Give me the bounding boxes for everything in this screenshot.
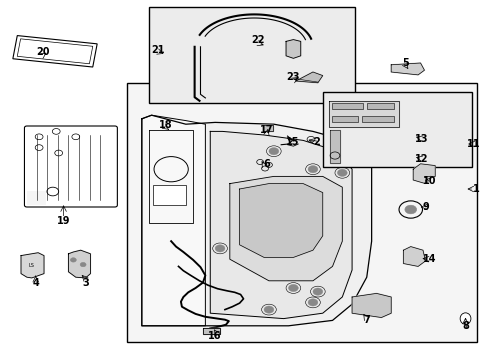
FancyBboxPatch shape bbox=[24, 126, 117, 207]
Text: 17: 17 bbox=[260, 125, 273, 135]
Bar bbox=[361, 116, 393, 122]
Polygon shape bbox=[142, 115, 371, 326]
Circle shape bbox=[215, 245, 224, 252]
Circle shape bbox=[312, 288, 322, 295]
Circle shape bbox=[80, 262, 86, 267]
Text: 13: 13 bbox=[414, 134, 427, 144]
Bar bbox=[13, 36, 97, 67]
Polygon shape bbox=[329, 130, 339, 163]
Text: 6: 6 bbox=[263, 159, 269, 169]
Bar bbox=[331, 103, 363, 109]
Polygon shape bbox=[229, 176, 342, 281]
Text: 22: 22 bbox=[250, 35, 264, 45]
Ellipse shape bbox=[459, 313, 470, 324]
Polygon shape bbox=[295, 72, 322, 83]
Text: 5: 5 bbox=[402, 58, 408, 68]
Bar bbox=[331, 116, 358, 122]
Bar bbox=[127, 83, 476, 342]
Polygon shape bbox=[390, 63, 424, 75]
Text: 20: 20 bbox=[36, 47, 50, 57]
Text: 1: 1 bbox=[472, 184, 479, 194]
Text: 19: 19 bbox=[57, 216, 70, 226]
Bar bbox=[27, 191, 46, 205]
Bar bbox=[152, 185, 185, 205]
Polygon shape bbox=[328, 101, 398, 127]
Text: 8: 8 bbox=[462, 321, 468, 331]
Polygon shape bbox=[412, 164, 434, 184]
Polygon shape bbox=[68, 250, 90, 278]
Circle shape bbox=[264, 306, 273, 313]
Polygon shape bbox=[210, 131, 351, 319]
Circle shape bbox=[307, 299, 317, 306]
Text: 14: 14 bbox=[422, 254, 435, 264]
Text: 23: 23 bbox=[286, 72, 300, 82]
Circle shape bbox=[307, 166, 317, 173]
Circle shape bbox=[70, 258, 76, 262]
Text: 16: 16 bbox=[208, 330, 222, 341]
Text: 7: 7 bbox=[363, 315, 369, 325]
Circle shape bbox=[404, 205, 416, 214]
Text: 12: 12 bbox=[414, 154, 427, 164]
Polygon shape bbox=[203, 328, 220, 334]
Circle shape bbox=[288, 284, 298, 292]
Bar bbox=[149, 7, 354, 103]
Bar bbox=[17, 39, 93, 64]
Text: 2: 2 bbox=[313, 137, 320, 147]
Polygon shape bbox=[21, 253, 44, 278]
Circle shape bbox=[337, 169, 346, 176]
Circle shape bbox=[268, 148, 278, 155]
Text: 3: 3 bbox=[82, 278, 89, 288]
Polygon shape bbox=[351, 293, 390, 318]
Text: 18: 18 bbox=[158, 120, 172, 130]
Polygon shape bbox=[142, 115, 205, 326]
Text: 10: 10 bbox=[422, 176, 435, 186]
Polygon shape bbox=[263, 125, 272, 131]
Text: 15: 15 bbox=[285, 137, 299, 147]
Text: 4: 4 bbox=[32, 278, 39, 288]
Bar bbox=[366, 103, 393, 109]
Bar bbox=[322, 92, 471, 167]
Polygon shape bbox=[403, 247, 425, 266]
Text: 21: 21 bbox=[151, 45, 165, 55]
Polygon shape bbox=[239, 184, 322, 257]
Text: 9: 9 bbox=[421, 202, 428, 212]
Text: LS: LS bbox=[29, 263, 35, 268]
Polygon shape bbox=[285, 40, 300, 58]
Text: 11: 11 bbox=[466, 139, 479, 149]
